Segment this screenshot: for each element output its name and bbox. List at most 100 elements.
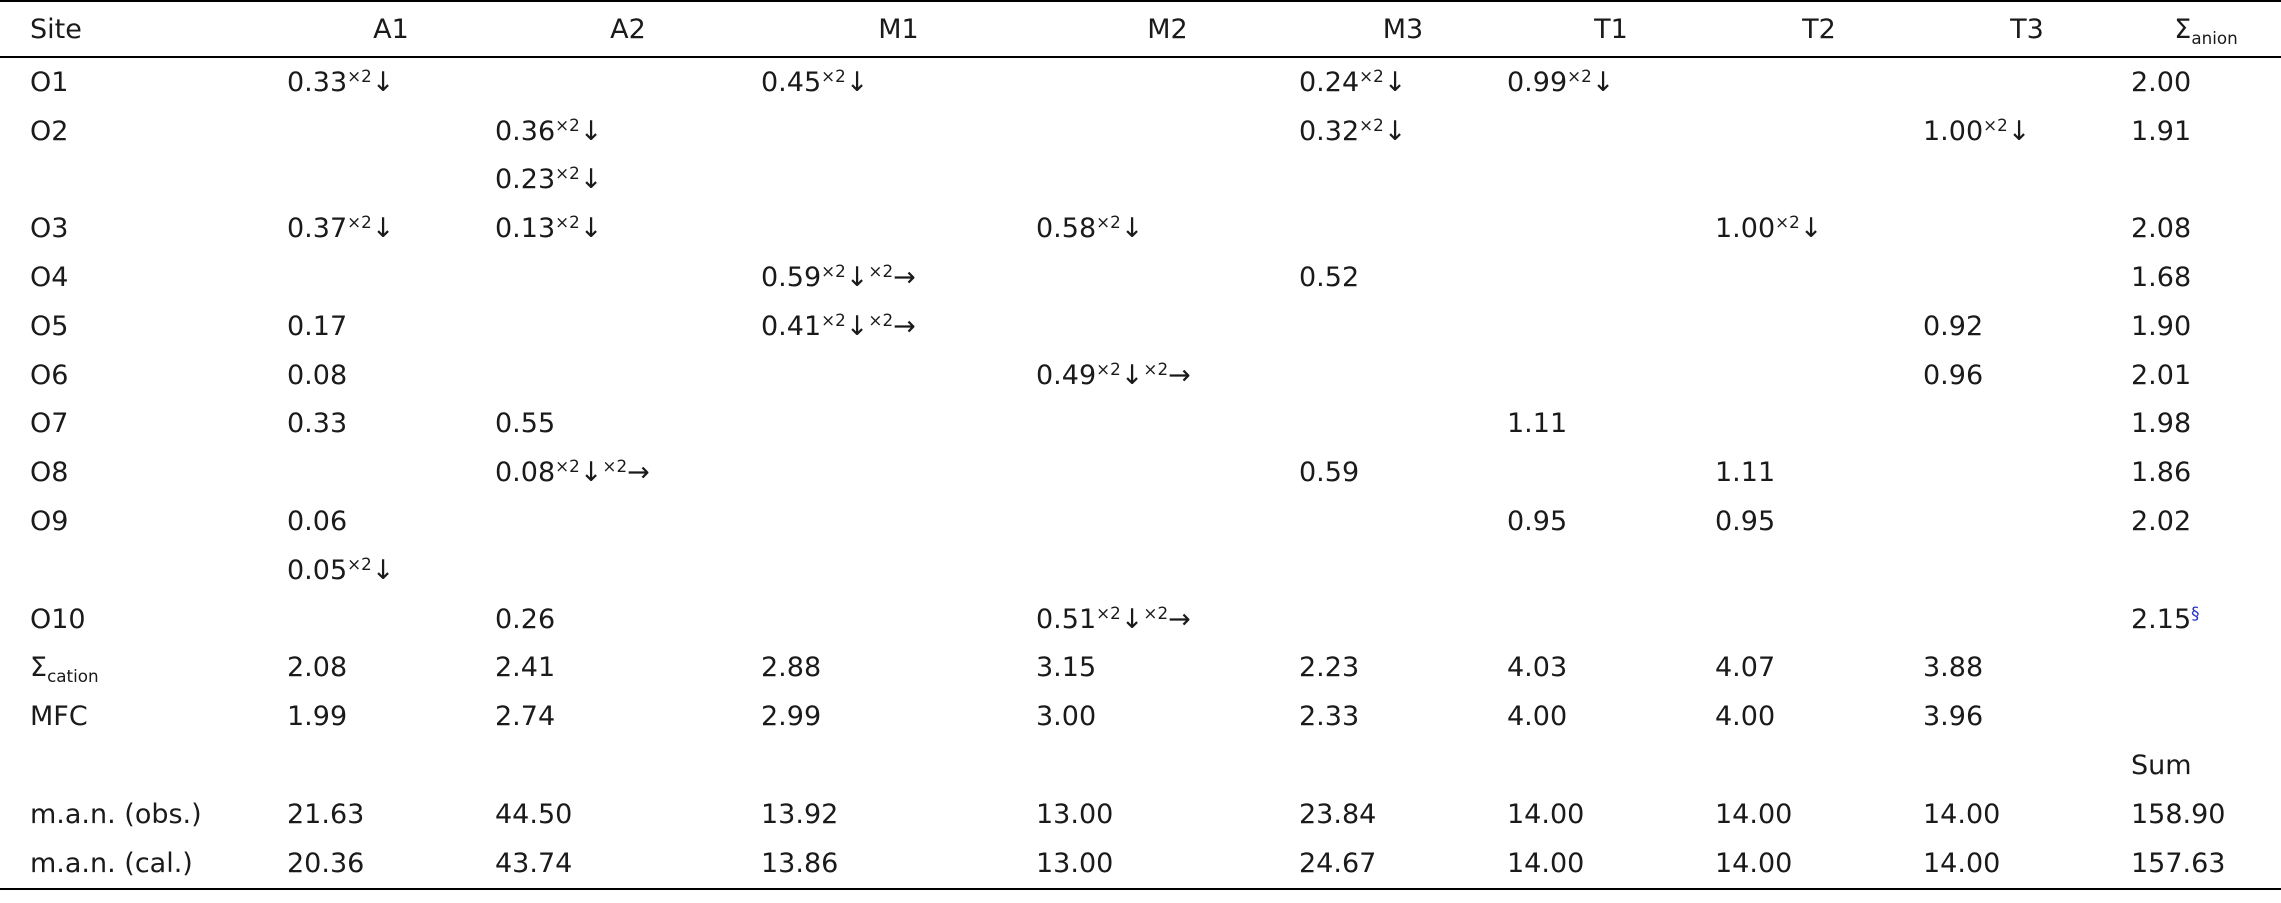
table-cell: 13.00 [1036, 838, 1299, 890]
table-cell [1923, 546, 2131, 595]
table-cell [761, 204, 1036, 253]
table-cell: 4.00 [1715, 701, 1776, 733]
table-cell [1715, 595, 1923, 644]
table-cell [495, 546, 761, 595]
table-cell [1507, 302, 1715, 351]
table-cell: 1.68 [2131, 262, 2192, 294]
table-row: O1 0.33×2↓ 0.45×2↓ 0.24×2↓ 0.99×2↓ 2.00 [0, 57, 2281, 107]
table-cell [2131, 546, 2281, 595]
table-cell: 3.15 [1036, 652, 1097, 684]
header-row: Site A1 A2 M1 M2 M3 T1 T2 T3 Σanion [0, 0, 2281, 58]
table-cell [495, 497, 761, 546]
table-row: O3 0.37×2↓ 0.13×2↓ 0.58×2↓ 1.00×2↓ 2.08 [0, 204, 2281, 253]
table-row: 0.05×2↓ [0, 546, 2281, 595]
table-cell [1923, 57, 2131, 107]
table-cell [1299, 595, 1507, 644]
table-cell [1507, 351, 1715, 400]
table-cell [1715, 253, 1923, 302]
table-cell [1923, 448, 2131, 497]
table-cell: 0.08×2↓×2→ [495, 456, 650, 489]
table-cell: 2.02 [2131, 506, 2192, 538]
table-cell: 0.32×2↓ [1299, 114, 1407, 147]
table-row: O6 0.08 0.49×2↓×2→ 0.96 2.01 [0, 351, 2281, 400]
table-cell [2131, 692, 2281, 741]
table-cell [1715, 400, 1923, 449]
table-cell [495, 302, 761, 351]
row-label [0, 156, 287, 205]
table-row: m.a.n. (cal.) 20.36 43.74 13.86 13.00 24.67 14… [0, 838, 2281, 890]
table-cell: 0.92 [1923, 310, 1984, 342]
table-cell [1036, 448, 1299, 497]
table-cell [1507, 595, 1715, 644]
table-cell: 2.41 [495, 652, 556, 684]
table-cell: 0.96 [1923, 359, 1984, 391]
table-cell: 20.36 [287, 838, 495, 890]
column-header: Σanion [2131, 0, 2281, 58]
table-cell: 0.26 [495, 603, 556, 635]
row-label: O1 [30, 66, 69, 98]
table-cell [1715, 156, 1923, 205]
table-cell: 1.91 [2131, 115, 2192, 147]
table-cell: 0.33 [287, 408, 348, 440]
row-label: MFC [30, 701, 88, 733]
table-cell [1715, 57, 1923, 107]
table-cell: 4.07 [1715, 652, 1776, 684]
table-cell [287, 741, 495, 790]
table-cell: 0.45×2↓ [761, 65, 869, 98]
column-header: M2 [1036, 0, 1299, 58]
table-row: m.a.n. (obs.) 21.63 44.50 13.92 13.00 23.84 14… [0, 790, 2281, 839]
table-cell: 2.08 [287, 652, 348, 684]
table-cell: 2.99 [761, 701, 822, 733]
table-row: O2 0.36×2↓ 0.32×2↓ 1.00×2↓ 1.91 [0, 107, 2281, 156]
table-cell [761, 107, 1036, 156]
table-cell: 1.90 [2131, 310, 2192, 342]
table-row: O4 0.59×2↓×2→ 0.52 1.68 [0, 253, 2281, 302]
table-cell: 4.03 [1507, 652, 1568, 684]
table-cell [761, 497, 1036, 546]
table-cell [761, 595, 1036, 644]
row-label [0, 741, 287, 790]
column-header: M1 [761, 0, 1036, 58]
table-row: Σcation 2.08 2.41 2.88 3.15 2.23 4.03 4.07 3.88 [0, 644, 2281, 693]
table-cell: 0.59×2↓×2→ [761, 260, 916, 294]
table-cell: 0.36×2↓ [495, 114, 603, 147]
table-body: O1 0.33×2↓ 0.45×2↓ 0.24×2↓ 0.99×2↓ 2.00 O2 0.36… [0, 57, 2281, 890]
row-label: O2 [30, 115, 69, 147]
row-label: O3 [30, 213, 69, 245]
table-cell [287, 253, 495, 302]
table-cell [1036, 400, 1299, 449]
table-cell [1507, 546, 1715, 595]
table-cell [1036, 302, 1299, 351]
table-row: O8 0.08×2↓×2→ 0.59 1.11 1.86 [0, 448, 2281, 497]
table-cell [1507, 741, 1715, 790]
table-cell: 0.49×2↓×2→ [1036, 358, 1191, 391]
column-header: T1 [1507, 0, 1715, 58]
table-cell: 0.51×2↓×2→ [1036, 602, 1191, 635]
table-cell [1715, 302, 1923, 351]
table-cell: 14.00 [1507, 838, 1715, 890]
table-cell: 0.06 [287, 506, 348, 538]
table-cell: 0.33×2↓ [287, 65, 395, 98]
row-label: m.a.n. (obs.) [30, 798, 202, 830]
column-header: Site [0, 0, 287, 58]
table-cell: 0.95 [1507, 506, 1568, 538]
table-cell: 157.63 [2131, 838, 2281, 890]
table-cell: 2.88 [761, 652, 822, 684]
table-cell: 43.74 [495, 838, 761, 890]
table-cell: 1.86 [2131, 457, 2192, 489]
table-cell [1923, 204, 2131, 253]
table-row: O9 0.06 0.95 0.95 2.02 [0, 497, 2281, 546]
table-cell [1507, 253, 1715, 302]
table-cell: 0.41×2↓×2→ [761, 309, 916, 342]
table-cell: 0.99×2↓ [1507, 65, 1615, 98]
table-cell [1299, 741, 1507, 790]
table-cell [1715, 107, 1923, 156]
table-cell [1507, 448, 1715, 497]
table-cell: 1.99 [287, 701, 348, 733]
table-cell: 2.08 [2131, 213, 2192, 245]
table-cell [1036, 253, 1299, 302]
table-cell: 14.00 [1507, 798, 1585, 830]
table-cell: 2.01 [2131, 359, 2192, 391]
table-cell [1299, 546, 1507, 595]
